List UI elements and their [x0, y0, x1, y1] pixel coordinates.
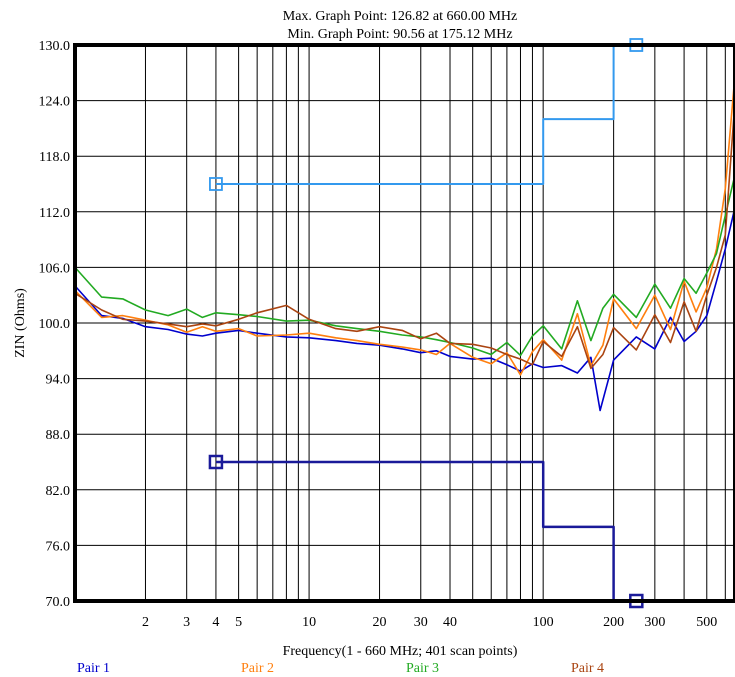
chart-title-line-2: Min. Graph Point: 90.56 at 175.12 MHz — [287, 27, 512, 42]
y-tick-label: 124.0 — [39, 95, 71, 110]
y-tick-label: 118.0 — [39, 150, 70, 165]
x-tick-label: 5 — [235, 615, 242, 630]
y-tick-label: 94.0 — [46, 373, 71, 388]
plot-frame — [73, 43, 735, 603]
x-tick-labels: 2 3 4 5 10 20 30 40 100 200 300 500 — [142, 615, 717, 630]
y-tick-label: 100.0 — [39, 317, 71, 332]
limit-marker — [209, 177, 223, 191]
x-tick-label: 2 — [142, 615, 149, 630]
y-tick-label: 70.0 — [46, 595, 71, 610]
chart-title-line-1: Max. Graph Point: 126.82 at 660.00 MHz — [283, 9, 517, 24]
x-tick-label: 20 — [373, 615, 387, 630]
legend-pair-2: Pair 2 — [241, 661, 274, 676]
series-line-upper-limit — [215, 44, 637, 185]
series-line-lower-limit — [215, 460, 637, 603]
x-tick-label: 100 — [533, 615, 554, 630]
series-line-pair-4 — [74, 100, 735, 370]
y-tick-label: 112.0 — [39, 206, 70, 221]
series-line-pair-3 — [74, 174, 735, 357]
y-axis-label: ZIN (Ohms) — [13, 288, 28, 358]
x-tick-label: 10 — [302, 615, 316, 630]
x-tick-label: 200 — [603, 615, 624, 630]
y-tick-label: 88.0 — [46, 428, 71, 443]
y-tick-label: 76.0 — [46, 539, 71, 554]
x-axis-label: Frequency(1 - 660 MHz; 401 scan points) — [283, 644, 518, 659]
series-line-pair-1 — [74, 207, 735, 412]
grid-lines — [75, 44, 735, 602]
x-tick-label: 30 — [414, 615, 428, 630]
x-tick-label: 40 — [443, 615, 457, 630]
x-tick-label: 3 — [183, 615, 190, 630]
y-tick-label: 130.0 — [39, 39, 71, 54]
y-tick-labels: 70.0 76.0 82.0 88.0 94.0 100.0 106.0 112.0 118.0… — [39, 39, 71, 610]
legend-pair-4: Pair 4 — [571, 661, 604, 676]
x-tick-label: 4 — [212, 615, 219, 630]
x-tick-label: 500 — [696, 615, 717, 630]
x-tick-label: 300 — [644, 615, 665, 630]
legend-pair-3: Pair 3 — [406, 661, 439, 676]
legend-pair-1: Pair 1 — [77, 661, 110, 676]
limit-marker — [208, 454, 224, 470]
y-tick-label: 106.0 — [39, 261, 71, 276]
y-tick-label: 82.0 — [46, 484, 71, 499]
series-line-pair-2 — [74, 74, 735, 376]
